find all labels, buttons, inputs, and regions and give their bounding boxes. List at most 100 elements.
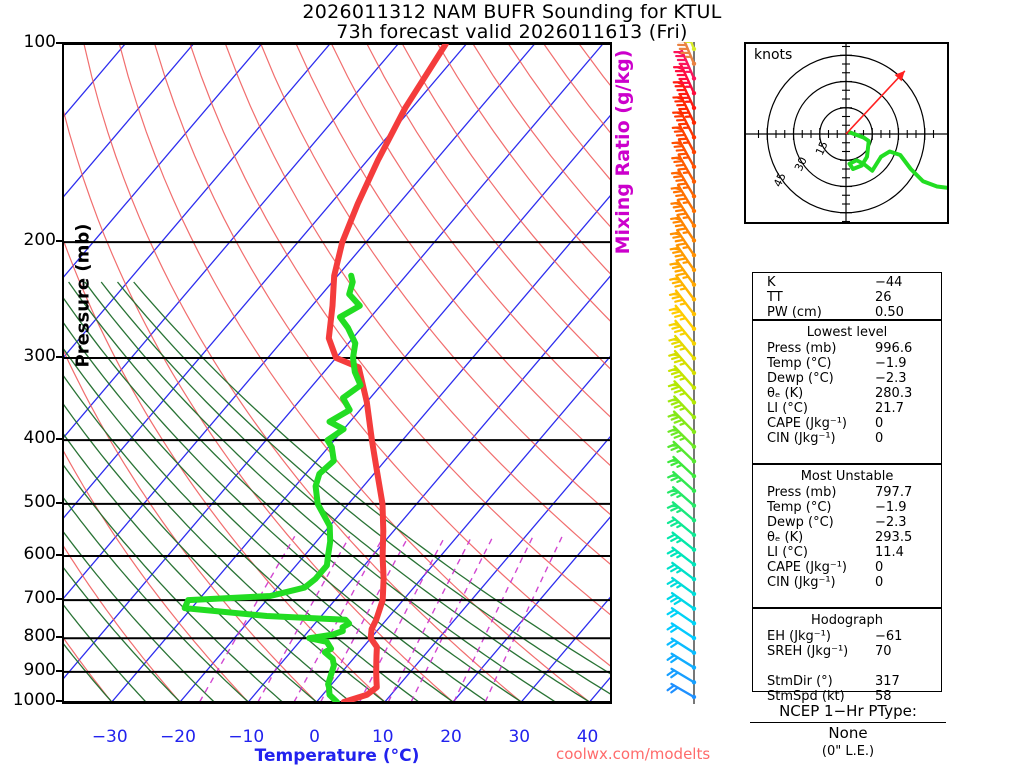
table-row-value: 0 [875,416,884,431]
table-row: StmDir (°) 317 [753,674,941,689]
wind-barb [666,501,697,523]
wind-barb [668,319,697,346]
skewt-svg [64,44,610,702]
table-row-key: θₑ (K) [767,386,804,401]
wind-barb [666,516,697,538]
most-unstable-table: Most Unstable Press (mb) 797.7 Temp (°C) −1.… [752,464,942,608]
ptype-header: NCEP 1−Hr PType: [750,702,946,723]
table-row: CIN (Jkg⁻¹) 0 [753,431,941,446]
table-row-value: 21.7 [875,401,904,416]
table-row: CIN (Jkg⁻¹) 0 [753,575,941,590]
wind-barb [666,576,697,597]
table-row: Temp (°C) −1.9 [753,356,941,371]
stability-indices-table: K −44 TT 26 PW (cm) 0.50 [752,272,942,320]
table-row-key: LI (°C) [767,545,808,560]
hodograph-units-label: knots [754,47,793,63]
table-row-key: StmDir (°) [767,674,833,689]
table-row: LI (°C) 11.4 [753,545,941,560]
mixing-ratio-axis-title: Mixing Ratio (g/kg) [612,49,634,255]
pressure-tick-label: 1000 [12,690,56,710]
table-row-value: 797.7 [875,485,913,500]
table-row: Dewp (°C) −2.3 [753,515,941,530]
dewpoint-curve [181,272,364,702]
wind-barb [666,486,697,508]
temperature-tick-label: −30 [91,727,128,747]
table-row [753,659,941,674]
wind-barb [669,229,697,258]
table-row-value: 0 [875,560,884,575]
wind-barb [673,48,697,81]
pressure-tick [56,501,64,504]
table-row: CAPE (Jkg⁻¹) 0 [753,416,941,431]
wind-barb [666,561,697,582]
wind-barb [667,365,697,390]
skewt-plot [62,42,612,704]
table-row-value: −44 [875,275,903,290]
wind-barb [668,274,697,302]
table-row-key: LI (°C) [767,401,808,416]
wind-barb [667,380,697,405]
table-row: θₑ (K) 293.5 [753,530,941,545]
table-row-key: Dewp (°C) [767,371,834,386]
table-row: K −44 [753,275,941,290]
pressure-tick [56,700,64,702]
table-row-value: 293.5 [875,530,913,545]
wind-barb [670,168,697,199]
wind-barb [669,198,697,228]
wind-barb [666,591,697,611]
temperature-tick-label: 0 [309,727,320,747]
pressure-tick-label: 900 [23,659,56,680]
table-row: Dewp (°C) −2.3 [753,371,941,386]
wind-barb [670,153,697,184]
wind-barb [670,183,697,214]
table-row-value: −2.3 [875,371,907,386]
isotherm-lines [64,44,610,702]
table-row-key: CIN (Jkg⁻¹) [767,431,836,446]
table-row-value: 26 [875,290,892,305]
table-row: θₑ (K) 280.3 [753,386,941,401]
table-row-key: Temp (°C) [767,500,832,515]
table-row-value: 280.3 [875,386,913,401]
table-row-key: θₑ (K) [767,530,804,545]
temperature-tick-label: −10 [228,727,265,747]
table-row-value: −1.9 [875,500,907,515]
table-row: Temp (°C) −1.9 [753,500,941,515]
wind-barb [666,470,697,494]
table-row-value: 11.4 [875,545,904,560]
table-row-key: CIN (Jkg⁻¹) [767,575,836,590]
pressure-tick-label: 800 [23,626,56,647]
table-row-value: 317 [875,674,900,689]
table-row: EH (Jkg⁻¹) −61 [753,629,941,644]
pressure-tick-label: 500 [23,491,56,512]
pressure-tick-label: 200 [23,230,56,251]
wind-barb [666,440,697,464]
wind-barb [666,455,697,479]
pressure-tick [56,42,64,44]
wind-barb [671,123,697,155]
pressure-tick [56,669,64,672]
table-row-key: Press (mb) [767,485,837,500]
wind-barb [671,138,697,170]
pressure-tick-label: 400 [23,428,56,449]
table-row-value: 0 [875,431,884,446]
wind-barb [666,637,697,656]
isobar-lines [64,44,610,702]
dry-adiabat-lines [64,44,610,702]
pressure-tick-label: 300 [23,345,56,366]
table-row-key: CAPE (Jkg⁻¹) [767,560,847,575]
table-row-key: TT [767,290,783,305]
credit-label: coolwx.com/modelts [556,745,711,763]
temperature-tick-label: 10 [371,727,394,747]
table-row-key: K [767,275,776,290]
table-row: SREH (Jkg⁻¹) 70 [753,644,941,659]
storm-motion-arrow [845,70,906,135]
table-row-key: Temp (°C) [767,356,832,371]
table-row: Press (mb) 996.6 [753,341,941,356]
table-row-value: 58 [875,689,892,704]
pressure-axis-title: Pressure (mb) [72,223,94,368]
temperature-tick-label: 40 [576,727,599,747]
table-row: CAPE (Jkg⁻¹) 0 [753,560,941,575]
pressure-tick [56,554,64,557]
